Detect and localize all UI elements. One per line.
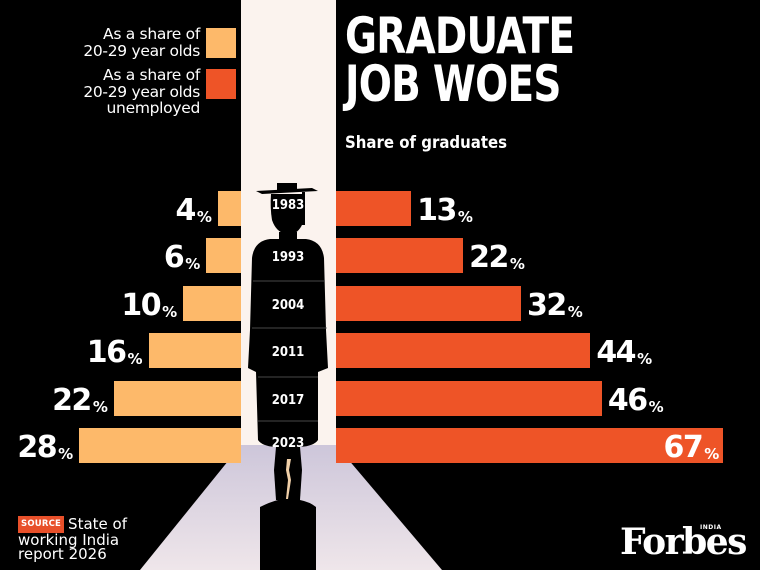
- bar-label-right: 44%: [596, 333, 652, 368]
- bar-label-right: 22%: [469, 238, 525, 273]
- forbes-logo: Forbes: [620, 521, 747, 563]
- bar-label-left: 22%: [52, 381, 108, 416]
- percent-sign: %: [509, 255, 525, 273]
- chart-subtitle: Share of graduates: [345, 133, 508, 153]
- legend-label: As a share of 20-29 year olds unemployed: [83, 66, 200, 117]
- value: 16: [86, 335, 127, 370]
- bar-share-all-2004: [183, 286, 241, 321]
- bar-share-unemployed-2011: [336, 333, 591, 368]
- source-badge: SOURCE: [18, 516, 65, 533]
- percent-sign: %: [637, 350, 653, 368]
- value: 6: [163, 240, 185, 275]
- bar-share-unemployed-1983: [336, 191, 412, 226]
- year-label: 2017: [271, 393, 305, 408]
- year-label: 1993: [271, 250, 305, 265]
- bar-share-all-2011: [148, 333, 241, 368]
- bar-share-unemployed-2023: [336, 428, 724, 463]
- year-label: 2004: [271, 298, 305, 313]
- year-label: 2023: [271, 436, 305, 451]
- percent-sign: %: [92, 398, 108, 416]
- value: 22: [469, 240, 509, 275]
- bar-share-unemployed-2004: [336, 286, 521, 321]
- bar-share-all-2023: [79, 428, 241, 463]
- bar-label-right: 32%: [527, 286, 583, 321]
- percent-sign: %: [567, 303, 583, 321]
- legend-swatch-red-orange: [206, 69, 236, 99]
- bar-label-right: 46%: [608, 381, 664, 416]
- source-note: SOURCE State of working India report 2026: [18, 516, 127, 562]
- percent-sign: %: [648, 398, 664, 416]
- legend-label: As a share of 20-29 year olds: [83, 25, 200, 60]
- legend-item-share-unemployed: As a share of 20-29 year olds unemployed: [83, 67, 236, 117]
- percent-sign: %: [58, 445, 74, 463]
- percent-sign: %: [127, 350, 143, 368]
- year-label: 2011: [271, 345, 305, 360]
- bar-label-left: 10%: [121, 286, 177, 321]
- bar-label-right: 67%: [663, 428, 719, 463]
- legend-item-share-20-29: As a share of 20-29 year olds: [83, 26, 236, 59]
- value: 10: [121, 288, 161, 323]
- value: 4: [175, 193, 196, 228]
- bar-label-left: 28%: [17, 428, 73, 463]
- chart-title: GRADUATE JOB WOES: [345, 7, 575, 113]
- value: 13: [417, 193, 457, 228]
- bar-share-all-1983: [217, 191, 241, 226]
- source-text: State of working India report 2026: [18, 515, 127, 563]
- legend-swatch-light-orange: [206, 28, 236, 58]
- bar-share-unemployed-1993: [336, 238, 464, 273]
- bar-share-all-2017: [113, 381, 241, 416]
- bar-label-left: 6%: [164, 238, 200, 273]
- value: 32: [526, 288, 567, 323]
- bar-label-right: 13%: [417, 191, 473, 226]
- percent-sign: %: [457, 208, 473, 226]
- value: 46: [607, 383, 648, 418]
- value: 22: [52, 383, 92, 418]
- value: 67: [663, 430, 703, 465]
- bar-label-left: 16%: [87, 333, 143, 368]
- value: 44: [596, 335, 636, 370]
- bar-label-left: 4%: [175, 191, 211, 226]
- bar-share-all-1993: [206, 238, 241, 273]
- percent-sign: %: [185, 255, 201, 273]
- forbes-logo-edition: INDIA: [700, 524, 722, 531]
- bar-share-unemployed-2017: [336, 381, 602, 416]
- percent-sign: %: [162, 303, 178, 321]
- percent-sign: %: [196, 208, 212, 226]
- value: 28: [17, 430, 57, 465]
- year-label: 1983: [271, 198, 305, 213]
- percent-sign: %: [704, 445, 720, 463]
